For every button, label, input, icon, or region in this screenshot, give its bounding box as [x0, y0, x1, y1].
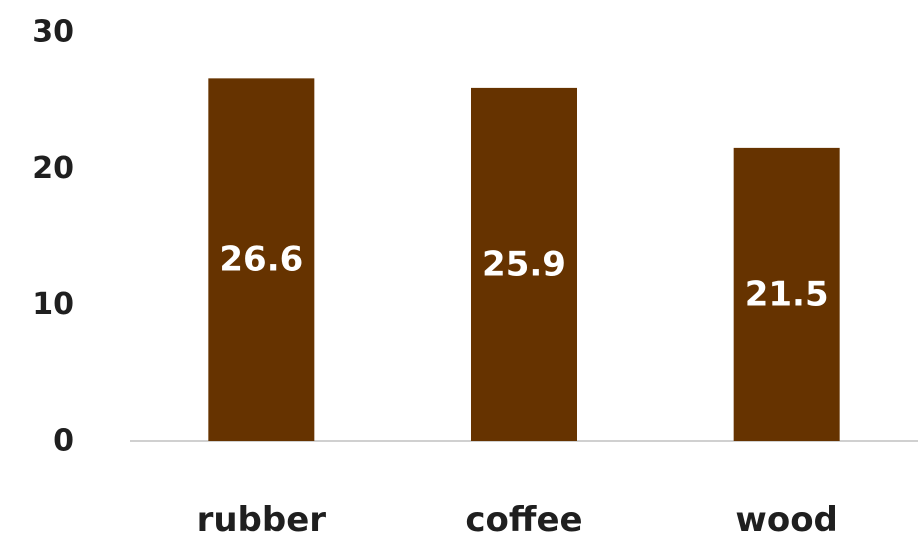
y-tick-label: 30 [32, 15, 74, 50]
x-tick-label-rubber: rubber [197, 500, 327, 536]
y-tick-label: 20 [32, 151, 74, 186]
y-tick-label: 0 [53, 424, 74, 459]
bar-coffee [471, 87, 577, 441]
data-label-coffee: 25.9 [482, 244, 566, 284]
x-axis-labels: rubber coffee wood [197, 500, 838, 536]
data-labels-group: 26.6 25.9 21.5 [219, 240, 828, 315]
x-tick-label-coffee: coffee [465, 500, 582, 536]
bar-wood [733, 147, 840, 441]
y-axis-ticks: 0 10 20 30 [32, 15, 74, 459]
data-label-rubber: 26.6 [219, 240, 303, 280]
bar-rubber [208, 78, 315, 441]
bars-group [208, 78, 840, 441]
x-tick-label-wood: wood [735, 500, 837, 536]
data-label-wood: 21.5 [745, 274, 829, 314]
y-tick-label: 10 [32, 287, 74, 322]
